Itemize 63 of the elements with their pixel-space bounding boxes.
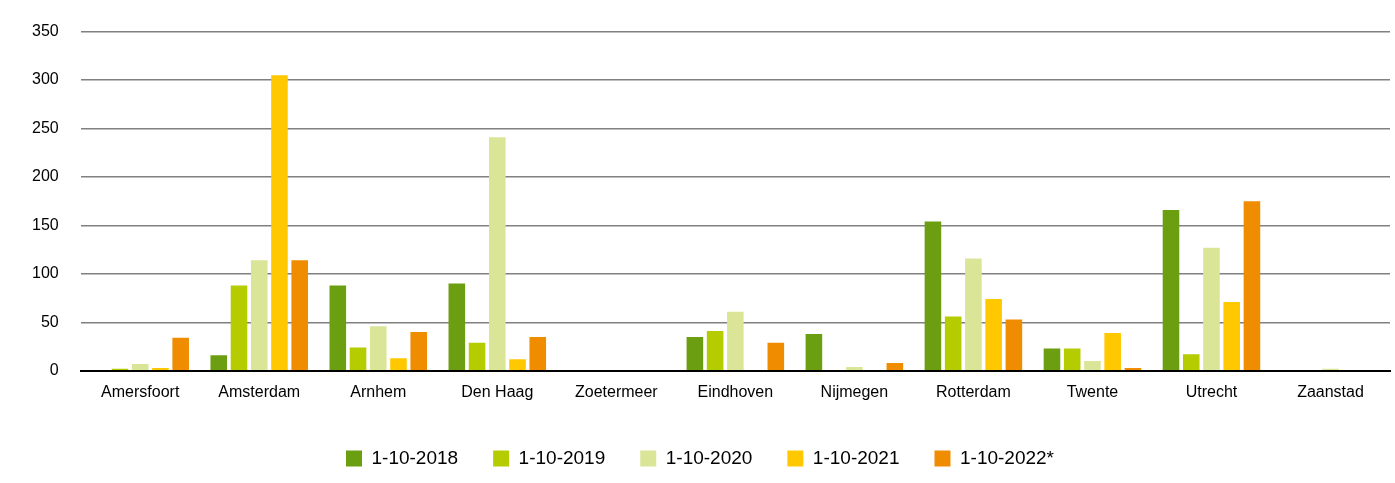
bar <box>271 75 288 371</box>
bar <box>727 311 744 371</box>
y-tick-label: 100 <box>31 264 59 282</box>
bar <box>489 137 506 371</box>
bar <box>805 333 823 371</box>
legend-label: 1-10-2022* <box>959 446 1055 468</box>
legend-label: 1-10-2021 <box>812 446 900 468</box>
y-tick-label: 350 <box>31 22 59 40</box>
bar <box>985 299 1002 371</box>
bar <box>944 316 962 371</box>
y-tick-label: 50 <box>40 312 59 330</box>
x-tick-label: Amersfoort <box>101 382 180 400</box>
x-tick-label: Zaanstad <box>1297 382 1364 400</box>
bar <box>1243 201 1261 371</box>
x-tick-label: Nijmegen <box>820 382 889 400</box>
bar <box>230 285 248 371</box>
bar <box>210 355 228 371</box>
x-tick-label: Utrecht <box>1185 382 1238 400</box>
bar <box>152 367 169 371</box>
bar <box>706 331 724 371</box>
bar <box>886 363 904 371</box>
bar <box>924 221 942 371</box>
legend-label: 1-10-2020 <box>665 446 753 468</box>
bar <box>509 359 526 371</box>
bar <box>291 260 308 371</box>
bar <box>410 332 428 371</box>
legend-label: 1-10-2018 <box>371 446 459 468</box>
bar <box>965 258 982 371</box>
bar <box>1182 354 1200 371</box>
y-tick-label: 300 <box>31 70 59 88</box>
y-tick-label: 150 <box>31 215 59 233</box>
bar <box>1223 301 1240 371</box>
bar <box>369 326 387 371</box>
y-tick-label: 0 <box>49 361 59 379</box>
bar <box>1084 361 1101 371</box>
x-tick-label: Den Haag <box>461 382 534 400</box>
bar <box>1203 247 1220 371</box>
bar <box>329 285 347 371</box>
x-tick-label: Eindhoven <box>697 382 774 400</box>
bar <box>1063 348 1081 371</box>
y-tick-label: 250 <box>31 118 59 136</box>
legend-label: 1-10-2019 <box>518 446 606 468</box>
bar <box>1104 333 1121 371</box>
bar <box>529 336 547 371</box>
bar <box>172 337 189 371</box>
bar <box>448 283 466 371</box>
x-tick-label: Rotterdam <box>936 382 1011 400</box>
bar <box>1005 319 1023 371</box>
bar <box>131 364 149 371</box>
bar <box>846 366 863 371</box>
bar <box>1043 348 1061 371</box>
x-tick-label: Zoetermeer <box>574 382 659 400</box>
bar <box>686 336 704 371</box>
bar <box>1162 209 1180 371</box>
bar <box>468 342 486 371</box>
bar <box>349 347 367 371</box>
bar <box>390 358 407 371</box>
bar <box>767 342 785 371</box>
y-tick-label: 200 <box>31 167 59 185</box>
x-tick-label: Arnhem <box>350 382 407 400</box>
bar <box>250 260 268 371</box>
x-tick-label: Amsterdam <box>218 382 301 400</box>
x-tick-label: Twente <box>1066 382 1119 400</box>
